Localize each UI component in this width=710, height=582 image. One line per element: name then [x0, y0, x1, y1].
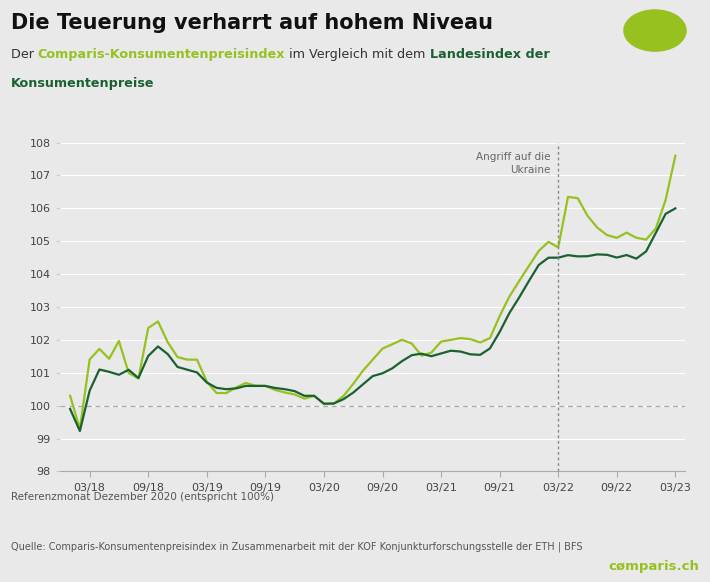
Text: Konsumentenpreise: Konsumentenpreise — [11, 77, 154, 90]
Text: ✓: ✓ — [645, 17, 665, 41]
Text: Die Teuerung verharrt auf hohem Niveau: Die Teuerung verharrt auf hohem Niveau — [11, 13, 493, 33]
Text: Referenzmonat Dezember 2020 (entspricht 100%): Referenzmonat Dezember 2020 (entspricht … — [11, 492, 273, 502]
Text: cømparis.ch: cømparis.ch — [608, 560, 699, 573]
Text: Der: Der — [11, 48, 38, 61]
Text: Comparis-Konsumentenpreisindex: Comparis-Konsumentenpreisindex — [38, 48, 285, 61]
Circle shape — [626, 12, 684, 50]
Text: Angriff auf die
Ukraine: Angriff auf die Ukraine — [476, 152, 550, 175]
Text: Quelle: Comparis-Konsumentenpreisindex in Zusammenarbeit mit der KOF Konjunkturf: Quelle: Comparis-Konsumentenpreisindex i… — [11, 541, 582, 552]
Text: im Vergleich mit dem: im Vergleich mit dem — [285, 48, 430, 61]
Text: Landesindex der: Landesindex der — [430, 48, 550, 61]
